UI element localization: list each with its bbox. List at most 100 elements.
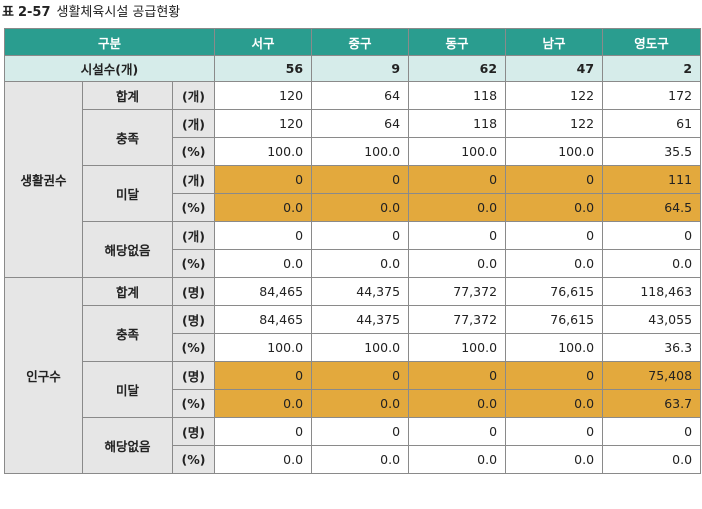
value-cell: 61: [602, 109, 702, 138]
value-cell: 0: [505, 165, 604, 194]
value-cell: 122: [505, 109, 604, 138]
value-cell: 75,408: [602, 361, 702, 390]
value-cell: 120: [214, 109, 313, 138]
value-cell: 0.0: [311, 389, 410, 418]
facility-count-label: 시설수(개): [3, 55, 216, 82]
value-cell: 0.0: [214, 445, 313, 474]
value-cell: 0.0: [602, 445, 702, 474]
value-cell: 0: [311, 361, 410, 390]
value-cell: 100.0: [311, 333, 410, 362]
table-row: (%) 0.0 0.0 0.0 0.0 64.5: [5, 193, 702, 222]
value-cell: 100.0: [214, 333, 313, 362]
table-row: 인구수 합계 (명) 84,465 44,375 77,372 76,615 118,463: [4, 277, 702, 474]
facility-count-row: 시설수(개) 56 9 62 47 2: [3, 55, 702, 82]
value-cell: 0.0: [408, 193, 507, 222]
value-cell: 0.0: [214, 249, 313, 278]
value-cell: 0: [408, 165, 507, 194]
value-cell: 0: [408, 361, 507, 390]
unit-label: (명): [171, 417, 216, 446]
value-cell: 77,372: [408, 277, 507, 306]
unit-label: (%): [171, 333, 216, 362]
value-cell: 0.0: [505, 445, 604, 474]
row-label: 미달: [82, 165, 173, 222]
value-cell: 84,465: [214, 305, 313, 334]
unit-label: (%): [171, 389, 216, 418]
value-cell: 84,465: [214, 277, 313, 306]
value-cell: 0.0: [311, 445, 410, 474]
value-cell: 0.0: [214, 193, 313, 222]
value-cell: 172: [602, 81, 702, 110]
value-cell: 64: [311, 81, 410, 110]
value-cell: 118: [408, 81, 507, 110]
value-cell: 0.0: [602, 249, 702, 278]
value-cell: 35.5: [602, 137, 702, 166]
row-label: 합계: [82, 277, 173, 306]
value-cell: 44,375: [311, 305, 410, 334]
header-district: 서구: [214, 28, 313, 56]
table-row: (%) 0.0 0.0 0.0 0.0 0.0: [5, 249, 702, 278]
table-title-number: 2-57: [17, 5, 51, 20]
facility-count-cell: 62: [408, 55, 507, 82]
value-cell: 0: [311, 221, 410, 250]
value-cell: 76,615: [505, 305, 604, 334]
value-cell: 0: [408, 221, 507, 250]
unit-label: (%): [171, 193, 216, 222]
table-row: 충족 (개) 120 64 118 122 61: [5, 109, 702, 166]
value-cell: 100.0: [505, 333, 604, 362]
header-district: 동구: [408, 28, 507, 56]
value-cell: 0: [214, 221, 313, 250]
value-cell: 0: [602, 221, 702, 250]
value-cell: 100.0: [214, 137, 313, 166]
unit-label: (개): [171, 165, 216, 194]
row-label: 충족: [82, 305, 173, 362]
unit-label: (명): [171, 361, 216, 390]
value-cell: 111: [602, 165, 702, 194]
value-cell: 43,055: [602, 305, 702, 334]
value-cell: 0: [311, 417, 410, 446]
header-district: 남구: [505, 28, 604, 56]
facility-count-cell: 56: [214, 55, 313, 82]
value-cell: 0.0: [505, 249, 604, 278]
value-cell: 0: [408, 417, 507, 446]
header-row: 구분 서구 중구 동구 남구 영도구: [3, 28, 702, 56]
table-row: (%) 0.0 0.0 0.0 0.0 0.0: [5, 445, 702, 474]
unit-label: (%): [171, 249, 216, 278]
header-category: 구분: [3, 28, 216, 56]
row-label: 합계: [82, 81, 173, 110]
value-cell: 100.0: [505, 137, 604, 166]
row-label: 해당없음: [82, 221, 173, 278]
value-cell: 76,615: [505, 277, 604, 306]
value-cell: 100.0: [311, 137, 410, 166]
header-district: 영도구: [602, 28, 702, 56]
table-title-prefix: 표: [2, 5, 14, 20]
value-cell: 0.0: [505, 389, 604, 418]
table-row: 미달 (개) 0 0 0 0 111: [5, 165, 702, 222]
value-cell: 0: [505, 361, 604, 390]
value-cell: 0.0: [311, 193, 410, 222]
value-cell: 0: [505, 417, 604, 446]
value-cell: 0.0: [505, 193, 604, 222]
table-row: (%) 100.0 100.0 100.0 100.0 35.5: [5, 137, 702, 166]
value-cell: 0: [602, 417, 702, 446]
table-title: 표 2-57 생활체육시설 공급현황: [0, 0, 702, 26]
value-cell: 0: [505, 221, 604, 250]
value-cell: 118,463: [602, 277, 702, 306]
value-cell: 0.0: [408, 445, 507, 474]
group-label: 생활권수: [4, 81, 83, 278]
row-label: 미달: [82, 361, 173, 418]
facility-count-cell: 9: [311, 55, 410, 82]
group-label: 인구수: [4, 277, 83, 474]
value-cell: 44,375: [311, 277, 410, 306]
value-cell: 36.3: [602, 333, 702, 362]
table-row: 미달 (명) 0 0 0 0 75,408: [5, 361, 702, 418]
value-cell: 0.0: [311, 249, 410, 278]
unit-label: (개): [171, 81, 216, 110]
row-label: 충족: [82, 109, 173, 166]
unit-label: (%): [171, 137, 216, 166]
table-row: (%) 100.0 100.0 100.0 100.0 36.3: [5, 333, 702, 362]
table-row: (%) 0.0 0.0 0.0 0.0 63.7: [5, 389, 702, 418]
value-cell: 122: [505, 81, 604, 110]
facility-supply-table: 구분 서구 중구 동구 남구 영도구 시설수(개) 56 9 62 47 2 생…: [3, 28, 702, 474]
value-cell: 118: [408, 109, 507, 138]
facility-count-cell: 47: [505, 55, 604, 82]
